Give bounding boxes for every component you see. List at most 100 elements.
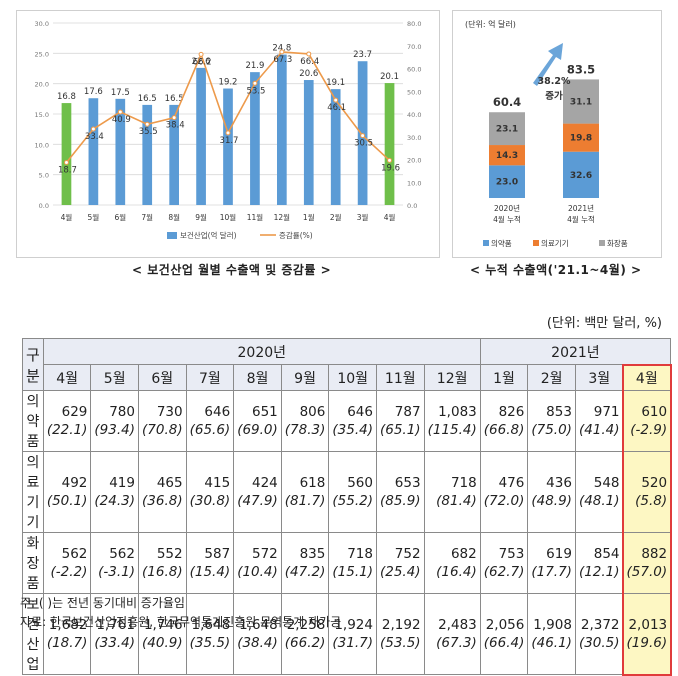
bar: [223, 89, 233, 205]
rate-point: [361, 134, 365, 138]
x-tick-label: 5월: [88, 212, 100, 222]
value-cell: 492: [43, 452, 91, 493]
rate-cell: (57.0): [623, 563, 671, 594]
rate-label: 19.6: [381, 163, 400, 173]
rate-cell: (30.8): [186, 492, 234, 533]
value-cell: 806: [281, 391, 329, 422]
value-cell: 476: [480, 452, 528, 493]
x-tick-label: 9월: [195, 212, 207, 222]
value-cell: 826: [480, 391, 528, 422]
rate-point: [280, 50, 284, 54]
source-note: 자료: 한국보건산업진흥원, 한국무역통계진흥원 무역통계 재가공: [20, 613, 341, 630]
month-header: 3월: [575, 365, 623, 391]
y-right-tick-label: 10.0: [407, 179, 421, 187]
y-right-tick-label: 0.0: [407, 202, 417, 210]
y-left-tick-label: 20.0: [35, 81, 49, 89]
rate-cell: (-3.1): [91, 563, 139, 594]
month-header: 4월: [43, 365, 91, 391]
value-cell: 2,056: [480, 594, 528, 635]
x-tick-label: 1월: [303, 212, 315, 222]
rate-cell: (30.5): [575, 634, 623, 675]
rate-label: 30.5: [354, 139, 373, 149]
value-cell: 752: [376, 533, 424, 564]
rate-label: 66.2: [193, 57, 212, 67]
value-cell: 882: [623, 533, 671, 564]
monthly-chart-caption: < 보건산업 월별 수출액 및 증감률 >: [132, 261, 331, 278]
rate-cell: (72.0): [480, 492, 528, 533]
legend-swatch: [533, 240, 539, 246]
bar: [304, 80, 314, 205]
value-cell: 424: [234, 452, 282, 493]
rate-cell: (16.8): [139, 563, 187, 594]
value-cell: 552: [139, 533, 187, 564]
value-cell: 2,013: [623, 594, 671, 635]
x-tick-label: 3월: [357, 212, 369, 222]
stack-value-label: 23.0: [496, 178, 518, 188]
value-cell: 653: [376, 452, 424, 493]
rate-cell: (-2.2): [43, 563, 91, 594]
rate-label: 33.4: [85, 132, 104, 142]
x-tick-label: 7월: [141, 212, 153, 222]
stack-total-label: 60.4: [493, 95, 521, 109]
value-cell: 2,192: [376, 594, 424, 635]
rate-cell: (15.4): [186, 563, 234, 594]
rate-cell: (17.7): [528, 563, 576, 594]
x-category-year: 2020년: [494, 203, 520, 213]
rate-cell: (50.1): [43, 492, 91, 533]
value-cell: 436: [528, 452, 576, 493]
legend-line-label: 증감률(%): [279, 230, 313, 240]
legend-swatch: [599, 240, 605, 246]
rate-cell: (18.7): [43, 634, 91, 675]
rate-point: [91, 127, 95, 131]
rate-cell: (75.0): [528, 421, 576, 452]
y-left-tick-label: 5.0: [39, 172, 49, 180]
rate-cell: (55.2): [329, 492, 377, 533]
x-category-sub: 4월 누적: [567, 214, 595, 224]
y-left-tick-label: 0.0: [39, 202, 49, 210]
legend-bar-swatch: [167, 232, 177, 239]
bar-value-label: 16.5: [138, 94, 157, 104]
value-cell: 419: [91, 452, 139, 493]
rate-label: 67.3: [273, 55, 292, 65]
stack-value-label: 19.8: [570, 134, 592, 144]
value-cell: 1,083: [424, 391, 480, 422]
bar-value-label: 19.2: [219, 78, 238, 88]
legend-swatch: [483, 240, 489, 246]
rate-cell: (33.4): [91, 634, 139, 675]
rate-cell: (47.2): [281, 563, 329, 594]
x-tick-label: 4월: [384, 212, 396, 222]
value-cell: 619: [528, 533, 576, 564]
month-header: 10월: [329, 365, 377, 391]
year-header-2020: 2020년: [43, 339, 480, 365]
x-tick-label: 4월: [61, 212, 73, 222]
value-cell: 651: [234, 391, 282, 422]
footnote: 주: ( )는 전년 동기대비 증가율임: [20, 594, 185, 611]
month-header: 7월: [186, 365, 234, 391]
rate-cell: (5.8): [623, 492, 671, 533]
bar: [358, 61, 368, 205]
value-cell: 730: [139, 391, 187, 422]
rate-cell: (35.5): [186, 634, 234, 675]
rate-cell: (70.8): [139, 421, 187, 452]
table-row-rates: (-2.2)(-3.1)(16.8)(15.4)(10.4)(47.2)(15.…: [23, 563, 671, 594]
table-row-rates: (18.7)(33.4)(40.9)(35.5)(38.4)(66.2)(31.…: [23, 634, 671, 675]
value-cell: 587: [186, 533, 234, 564]
bar: [62, 103, 72, 205]
rate-cell: (40.9): [139, 634, 187, 675]
value-cell: 646: [186, 391, 234, 422]
y-left-tick-label: 25.0: [35, 50, 49, 58]
value-cell: 718: [329, 533, 377, 564]
row-label: 화장품: [23, 533, 44, 594]
stack-value-label: 32.6: [570, 171, 592, 181]
y-left-tick-label: 30.0: [35, 20, 49, 28]
rate-cell: (41.4): [575, 421, 623, 452]
rate-point: [226, 131, 230, 135]
bar-value-label: 23.7: [353, 50, 372, 60]
bar-value-label: 20.1: [380, 72, 399, 82]
rate-point: [118, 110, 122, 114]
x-tick-label: 6월: [114, 212, 126, 222]
month-header: 2월: [528, 365, 576, 391]
